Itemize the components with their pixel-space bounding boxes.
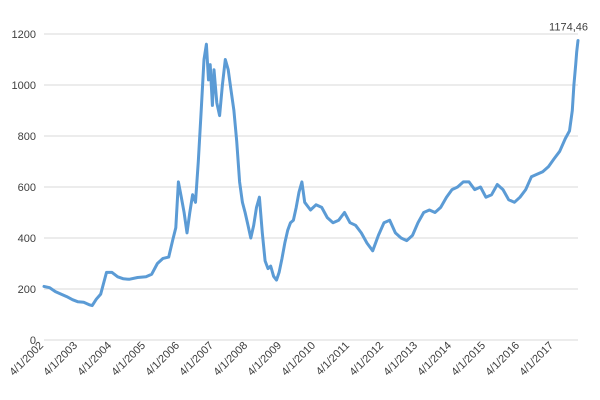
x-tick-label: 4/1/2017 [517,340,556,379]
x-tick-label: 4/1/2012 [347,340,386,379]
x-tick-label: 4/1/2005 [109,340,148,379]
x-tick-label: 4/1/2006 [143,340,182,379]
x-tick-label: 4/1/2016 [483,340,522,379]
x-tick-label: 4/1/2011 [314,340,352,378]
x-axis-ticks: 4/1/20024/1/20034/1/20044/1/20054/1/2006… [7,340,556,379]
x-tick-label: 4/1/2010 [279,340,318,379]
x-tick-label: 4/1/2015 [449,340,488,379]
series-line-0 [42,39,580,308]
x-tick-label: 4/1/2004 [75,340,114,379]
y-tick-label: 600 [18,182,36,194]
y-tick-label: 400 [18,233,36,245]
x-tick-label: 4/1/2014 [415,340,454,379]
y-axis-ticks: 0 200 400 600 800 1000 1200 [12,29,36,347]
x-tick-label: 4/1/2002 [7,340,46,379]
y-tick-label: 200 [18,284,36,296]
x-tick-label: 4/1/2007 [177,340,216,379]
x-tick-label: 4/1/2003 [41,340,80,379]
x-tick-label: 4/1/2009 [245,340,284,379]
y-tick-label: 800 [18,131,36,143]
last-value-label: 1174,46 [549,22,588,34]
annotations-group: 1174,46 [549,22,588,34]
series-group [42,39,580,308]
x-tick-label: 4/1/2008 [211,340,250,379]
y-tick-label: 1000 [12,80,36,92]
y-tick-label: 0 [30,335,36,347]
grid-lines [44,33,578,341]
y-tick-label: 1200 [12,29,36,41]
x-tick-label: 4/1/2013 [381,340,420,379]
